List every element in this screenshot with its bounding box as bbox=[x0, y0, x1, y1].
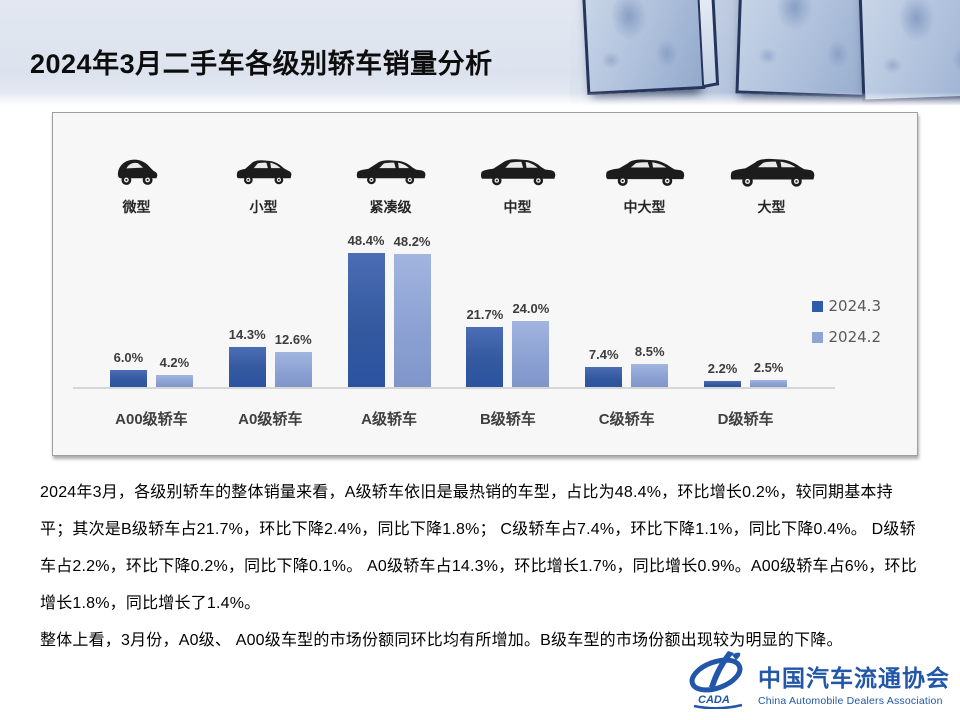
chart-legend: 2024.3 2024.2 bbox=[811, 297, 882, 346]
legend-swatch bbox=[811, 300, 823, 312]
bar-2024.2-C级轿车: 8.5% bbox=[631, 344, 669, 387]
logo-name-en: China Automobile Dealers Association bbox=[758, 694, 943, 707]
bar-group: 7.4% 8.5% bbox=[585, 344, 669, 387]
legend-label: 2024.3 bbox=[828, 297, 882, 315]
bar-plot: 6.0% 4.2% 14.3% 12.6% 48.4% 48.2% 21.7% 24.0% 7.… bbox=[92, 233, 805, 387]
analysis-text-block: 2024年3月，各级别轿车的整体销量来看，A级轿车依旧是最热销的车型，占比为48… bbox=[40, 474, 922, 659]
car-type-label: 中大型 bbox=[623, 199, 666, 215]
category-label: C级轿车 bbox=[598, 411, 655, 428]
header-cubes-decoration bbox=[570, 0, 960, 106]
bar-value-label: 24.0% bbox=[512, 300, 550, 316]
bar-value-label: 48.4% bbox=[347, 232, 385, 248]
bar-value-label: 4.2% bbox=[159, 355, 190, 371]
bar-group: 2.2% 2.5% bbox=[704, 360, 788, 387]
bar-value-label: 14.3% bbox=[228, 327, 266, 343]
legend-item: 2024.3 bbox=[811, 297, 882, 315]
bar-group: 6.0% 4.2% bbox=[109, 350, 193, 387]
car-type-cell: 小型 bbox=[200, 156, 327, 217]
header-banner: 2024年3月二手车各级别轿车销量分析 bbox=[0, 0, 960, 106]
bar-2024.3-A0级轿车: 14.3% bbox=[228, 327, 266, 387]
compact-car-icon bbox=[327, 156, 454, 188]
bar-2024.2-B级轿车: 24.0% bbox=[512, 301, 550, 387]
car-type-cell: 微型 bbox=[73, 156, 200, 217]
cube-icon bbox=[857, 0, 960, 103]
category-label: A0级轿车 bbox=[238, 411, 303, 428]
car-icons-row: 微型 小型 紧凑级 中型 中大型 大型 bbox=[73, 129, 835, 217]
legend-label: 2024.2 bbox=[828, 328, 882, 346]
car-type-label: 紧凑级 bbox=[369, 199, 412, 215]
bar-value-label: 2.5% bbox=[753, 360, 784, 376]
bar-value-label: 6.0% bbox=[113, 350, 144, 366]
bar-value-label: 48.2% bbox=[393, 233, 431, 249]
legend-swatch bbox=[811, 331, 823, 343]
category-label: B级轿车 bbox=[479, 411, 536, 428]
bar-value-label: 12.6% bbox=[274, 332, 312, 348]
category-label: D级轿车 bbox=[717, 411, 774, 428]
bar-2024.3-D级轿车: 2.2% bbox=[704, 361, 742, 387]
bar-2024.2-A00级轿车: 4.2% bbox=[155, 355, 193, 387]
cada-logo: CADA 中国汽车流通协会 China Automobile Dealers A… bbox=[686, 651, 950, 714]
midsize-car-icon bbox=[454, 156, 581, 188]
page-title: 2024年3月二手车各级别轿车销量分析 bbox=[30, 49, 493, 79]
logo-name-cn: 中国汽车流通协会 bbox=[758, 664, 950, 691]
bar-group: 14.3% 12.6% bbox=[228, 327, 312, 387]
bar-2024.2-A0级轿车: 12.6% bbox=[274, 332, 312, 387]
car-type-cell: 中型 bbox=[454, 156, 581, 217]
svg-text:CADA: CADA bbox=[698, 694, 730, 706]
small-car-icon bbox=[200, 156, 327, 188]
category-labels-row: A00级轿车 A0级轿车 A级轿车 B级轿车 C级轿车 D级轿车 bbox=[92, 408, 805, 429]
cube-icon bbox=[580, 0, 720, 96]
bar-value-label: 21.7% bbox=[466, 306, 504, 322]
category-label: A00级轿车 bbox=[115, 411, 188, 428]
x-axis-line bbox=[73, 387, 835, 389]
car-type-cell: 中大型 bbox=[581, 156, 708, 217]
bar-2024.2-D级轿车: 2.5% bbox=[750, 360, 788, 387]
legend-item: 2024.2 bbox=[811, 328, 882, 346]
bar-group: 48.4% 48.2% bbox=[347, 233, 431, 387]
car-type-cell: 紧凑级 bbox=[327, 156, 454, 217]
bar-value-label: 8.5% bbox=[634, 343, 665, 359]
mid-large-car-icon bbox=[581, 156, 708, 188]
car-type-cell: 大型 bbox=[708, 156, 835, 217]
summary-paragraph: 整体上看，3月份，A0级、 A00级车型的市场份额同环比均有所增加。B级车型的市… bbox=[40, 632, 843, 649]
bar-2024.3-A级轿车: 48.4% bbox=[347, 233, 385, 387]
bar-value-label: 2.2% bbox=[707, 360, 738, 376]
car-type-label: 大型 bbox=[757, 199, 786, 215]
large-car-icon bbox=[708, 156, 835, 188]
chart-panel: 微型 小型 紧凑级 中型 中大型 大型 6.0% 4.2% 14.3% 12.6% 48.4% 48… bbox=[52, 112, 918, 456]
bar-2024.2-A级轿车: 48.2% bbox=[393, 234, 431, 387]
analysis-paragraph: 2024年3月，各级别轿车的整体销量来看，A级轿车依旧是最热销的车型，占比为48… bbox=[40, 484, 917, 612]
bar-value-label: 7.4% bbox=[588, 346, 619, 362]
car-type-label: 小型 bbox=[249, 199, 278, 215]
micro-car-icon bbox=[73, 156, 200, 188]
bar-2024.3-A00级轿车: 6.0% bbox=[109, 350, 147, 387]
cada-emblem-icon: CADA bbox=[686, 651, 750, 714]
car-type-label: 微型 bbox=[122, 199, 151, 215]
header-bottom-fade bbox=[0, 92, 960, 106]
bar-2024.3-B级轿车: 21.7% bbox=[466, 307, 504, 387]
category-label: A级轿车 bbox=[361, 411, 417, 428]
car-type-label: 中型 bbox=[503, 199, 532, 215]
bar-group: 21.7% 24.0% bbox=[466, 301, 550, 387]
bar-2024.3-C级轿车: 7.4% bbox=[585, 347, 623, 387]
